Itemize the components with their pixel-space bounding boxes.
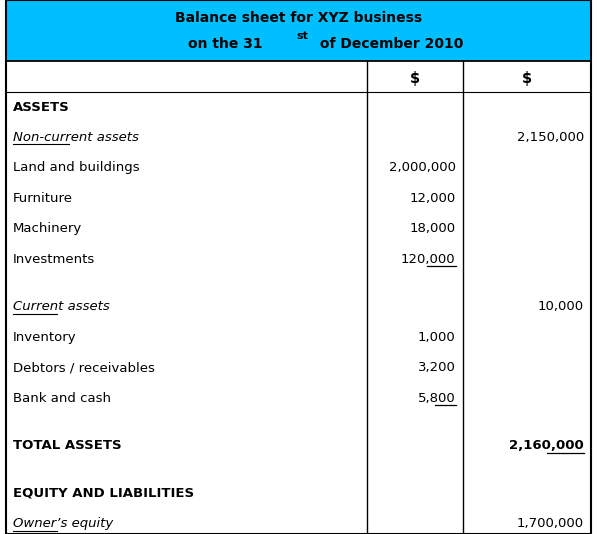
Text: $: $ [522,70,532,85]
Text: 3,200: 3,200 [418,361,456,374]
Text: Investments: Investments [13,253,96,266]
Bar [6,0,591,61]
Text: ASSETS: ASSETS [13,100,70,114]
Text: 1,000: 1,000 [418,331,456,344]
Text: 2,160,000: 2,160,000 [509,439,584,452]
Text: TOTAL ASSETS: TOTAL ASSETS [13,439,122,452]
Text: Land and buildings: Land and buildings [13,161,140,175]
Text: Bank and cash: Bank and cash [13,391,111,405]
Text: 1,700,000: 1,700,000 [517,517,584,530]
Text: on the 31: on the 31 [188,37,263,51]
Text: EQUITY AND LIABILITIES: EQUITY AND LIABILITIES [13,486,194,500]
Text: 10,000: 10,000 [538,300,584,313]
Text: Debtors / receivables: Debtors / receivables [13,361,155,374]
Text: 5,800: 5,800 [418,391,456,405]
Text: of December 2010: of December 2010 [315,37,463,51]
Text: Furniture: Furniture [13,192,73,205]
Text: 120,000: 120,000 [401,253,456,266]
Text: 12,000: 12,000 [410,192,456,205]
Text: 2,150,000: 2,150,000 [516,131,584,144]
Text: Inventory: Inventory [13,331,77,344]
Text: $: $ [410,70,420,85]
Text: 18,000: 18,000 [410,222,456,235]
Text: 2,000,000: 2,000,000 [389,161,456,175]
Text: Machinery: Machinery [13,222,82,235]
Text: Balance sheet for XYZ business: Balance sheet for XYZ business [175,11,422,26]
Text: Current assets: Current assets [13,300,110,313]
Text: Owner’s equity: Owner’s equity [13,517,113,530]
Text: Non-current assets: Non-current assets [13,131,139,144]
Text: st: st [297,30,309,41]
